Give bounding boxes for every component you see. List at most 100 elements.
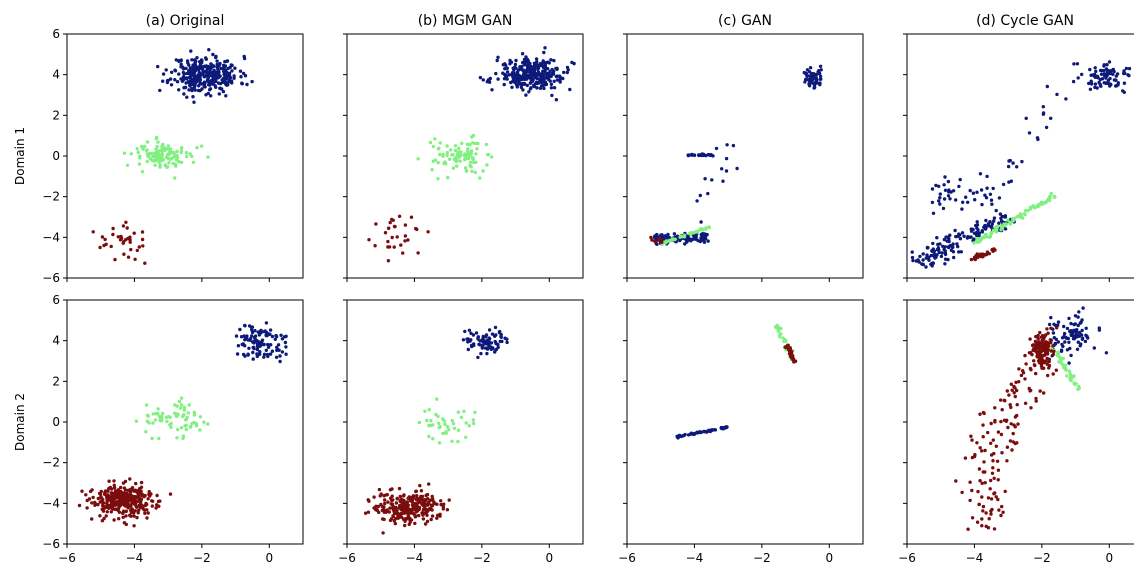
scatter-point [1062,334,1066,339]
scatter-point [528,61,532,66]
scatter-point [1070,331,1075,335]
scatter-point [191,160,196,164]
scatter-point [1085,334,1089,339]
scatter-point [126,488,130,492]
scatter-point [168,77,173,81]
scatter-point [84,493,88,497]
scatter-point [382,505,386,509]
scatter-point [524,93,528,97]
points-group [367,46,576,263]
scatter-point [1072,328,1076,332]
scatter-point [992,476,996,480]
scatter-point [188,425,193,429]
scatter-panel-3: (c) GAN [623,13,864,282]
scatter-point [185,77,189,81]
scatter-point [1033,363,1037,368]
scatter-point [380,517,385,521]
scatter-point [135,505,139,509]
scatter-point [224,76,229,80]
scatter-point [526,59,530,63]
scatter-point [137,496,142,501]
scatter-point [421,513,425,517]
scatter-point [500,339,504,344]
scatter-point [211,52,215,57]
scatter-point [534,57,539,61]
x-tick-label: −6 [58,551,76,565]
scatter-point [996,430,1001,434]
scatter-point [543,46,547,50]
scatter-point [213,79,218,84]
scatter-point [1084,326,1088,330]
scatter-point [1029,368,1033,372]
scatter-point [684,239,689,244]
scatter-point [1098,82,1102,87]
scatter-point [524,74,528,79]
scatter-point [417,420,422,425]
scatter-point [283,340,288,345]
scatter-point [698,430,703,435]
scatter-point [397,214,402,218]
scatter-point [1015,403,1019,407]
scatter-point [202,420,206,424]
scatter-point [966,527,970,531]
scatter-point [1099,72,1104,77]
scatter-point [948,197,952,201]
scatter-point [458,159,462,163]
scatter-point [445,150,450,155]
scatter-point [227,79,231,84]
scatter-point [568,87,572,92]
scatter-point [390,487,394,491]
scatter-point [141,147,145,151]
scatter-point [720,167,724,171]
scatter-point [262,329,267,334]
scatter-point [97,491,102,496]
scatter-point [96,502,100,507]
scatter-point [166,78,170,83]
scatter-point [1014,380,1018,384]
scatter-point [947,237,951,241]
scatter-point [185,415,189,420]
scatter-point [208,88,212,92]
scatter-point [460,141,464,145]
scatter-point [185,59,190,63]
scatter-point [1105,62,1109,67]
scatter-point [452,426,457,430]
scatter-point [975,223,980,227]
scatter-point [139,480,144,485]
scatter-point [707,428,712,433]
scatter-point [444,431,448,435]
x-tick-label: −4 [406,551,424,565]
scatter-point [166,144,170,148]
scatter-point [994,495,998,499]
scatter-point [943,175,947,179]
scatter-point [391,514,395,518]
scatter-point [471,157,475,161]
scatter-point [1037,340,1041,344]
scatter-point [119,502,123,506]
scatter-point [190,421,194,426]
scatter-point [562,70,566,75]
scatter-point [112,479,116,483]
scatter-point [410,507,414,511]
scatter-point [1063,363,1068,367]
scatter-point [977,467,982,471]
scatter-point [707,225,711,229]
scatter-point [191,73,195,77]
scatter-point [119,493,123,497]
scatter-point [513,62,518,67]
scatter-point [147,421,151,425]
scatter-point [1067,316,1071,321]
scatter-point [1097,326,1102,330]
scatter-point [385,508,389,512]
scatter-point [451,166,456,170]
scatter-point [541,69,545,73]
scatter-point [376,504,380,509]
scatter-point [121,511,125,515]
scatter-point [818,77,822,81]
scatter-point [188,75,193,80]
scatter-point [1030,205,1034,209]
scatter-point [993,406,997,410]
scatter-point [1010,388,1014,392]
scatter-point [278,359,282,364]
scatter-point [809,80,814,84]
